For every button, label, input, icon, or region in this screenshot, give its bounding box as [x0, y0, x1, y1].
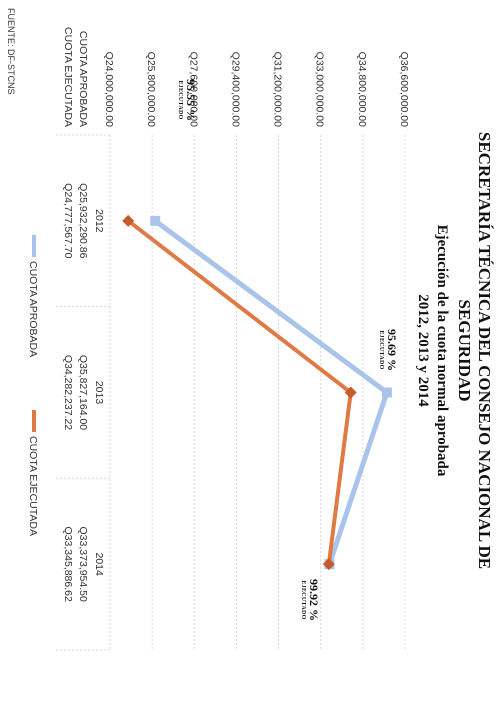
y-tick-label: Q27,600,000.00 — [187, 52, 199, 127]
execution-percentage: 99.92 % — [307, 579, 321, 621]
y-tick-label: Q24,000,000.00 — [103, 52, 115, 127]
y-tick-label: Q25,800,000.00 — [145, 52, 157, 127]
execution-label: EJECUTADO — [378, 330, 384, 369]
execution-label: EJECUTADO — [177, 80, 183, 119]
y-tick-label: Q29,400,000.00 — [229, 52, 241, 127]
source-note: FUENTE: DF-STCNS — [6, 8, 16, 95]
x-tick-label: 2012 — [93, 209, 105, 233]
x-tick-label: 2013 — [93, 381, 105, 405]
data-point — [322, 558, 335, 571]
y-tick-label: Q36,600,000.00 — [398, 52, 410, 127]
table-cell: Q34,282,237.22 — [62, 355, 74, 430]
data-point — [150, 215, 161, 226]
table-cell: Q24,777,567.70 — [62, 183, 74, 258]
execution-percentage: 95.55 % — [184, 79, 198, 121]
data-point — [344, 386, 357, 399]
data-point — [122, 214, 135, 227]
series-line — [126, 219, 353, 565]
y-tick-label: Q34,800,000.00 — [356, 52, 368, 127]
execution-percentage: 95.69 % — [385, 329, 399, 371]
y-tick-label: Q31,200,000.00 — [272, 52, 284, 127]
legend-label: CUOTA APROBADA — [27, 261, 39, 357]
table-row-label: CUOTA APROBADA — [77, 31, 89, 127]
x-tick-label: 2014 — [93, 552, 105, 576]
table-cell: Q25,932,290.86 — [77, 183, 89, 258]
data-point — [381, 387, 392, 398]
y-tick-label: Q33,000,000.00 — [314, 52, 326, 127]
legend-label: CUOTA EJECUTADA — [27, 436, 39, 536]
table-cell: Q33,345,886.62 — [62, 527, 74, 602]
table-cell: Q33,373,954.50 — [77, 527, 89, 602]
table-row-label: CUOTA EJECUTADA — [62, 27, 74, 127]
execution-label: EJECUTADO — [300, 580, 306, 619]
table-cell: Q35,827,164.00 — [77, 355, 89, 430]
